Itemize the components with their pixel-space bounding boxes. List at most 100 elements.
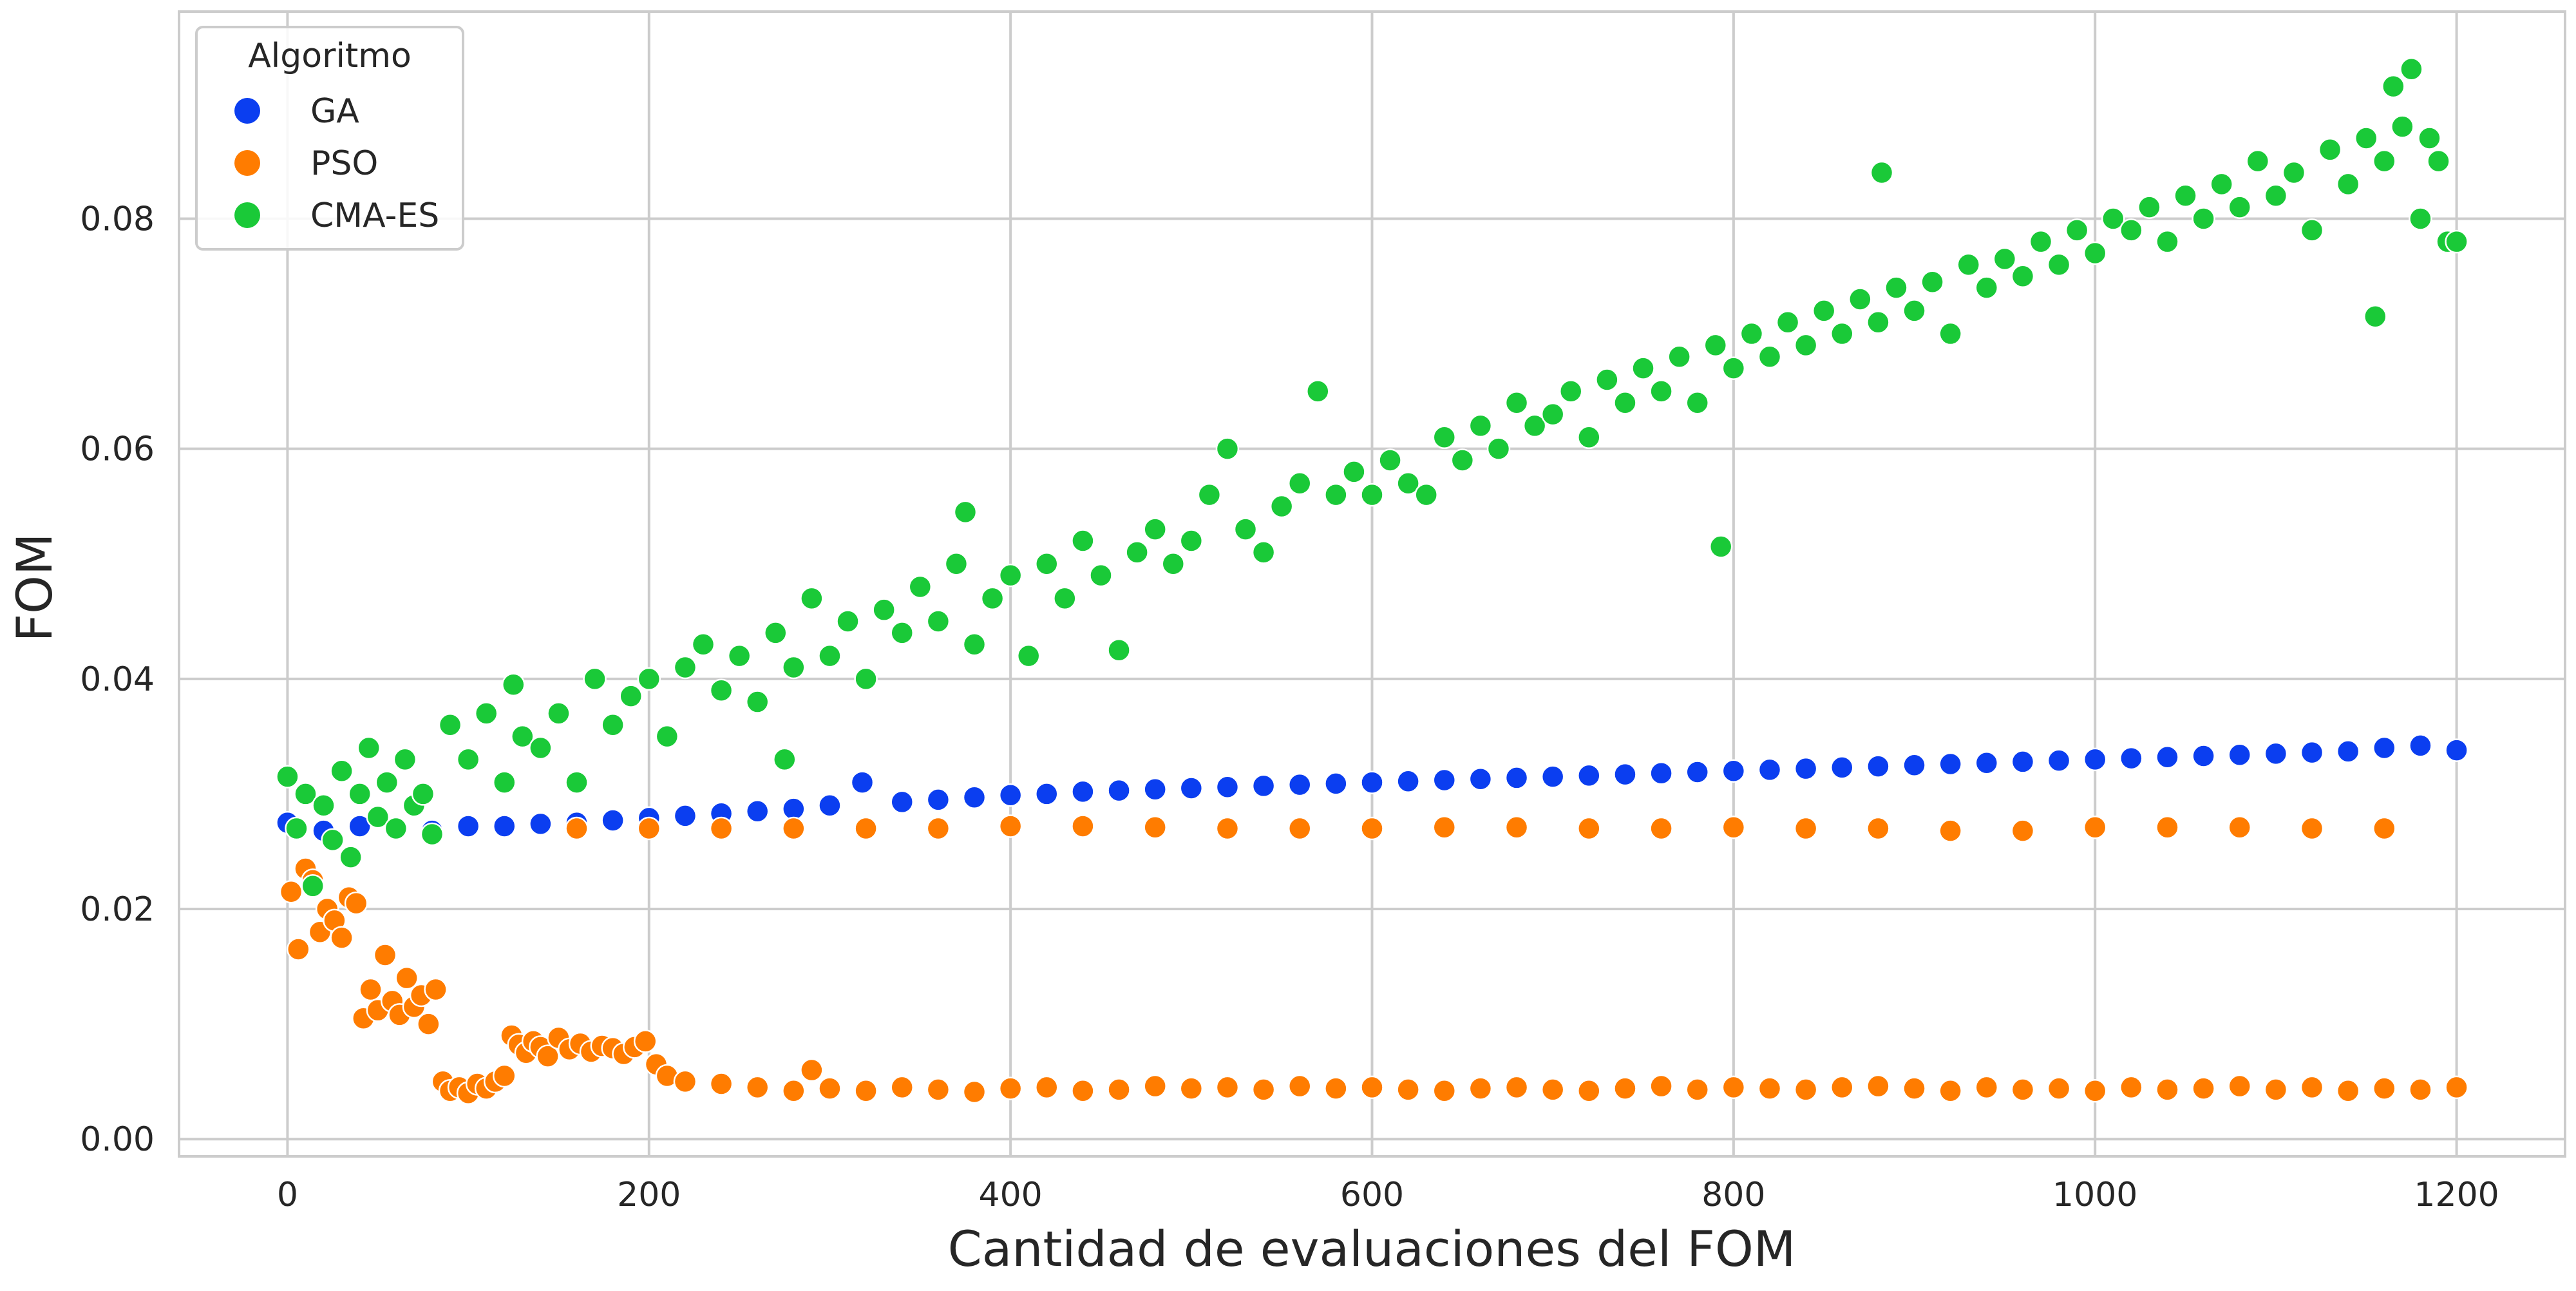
data-point (1468, 1076, 1493, 1100)
data-point (745, 690, 770, 714)
data-point (1649, 761, 1673, 785)
y-tick-label: 0.00 (80, 1120, 155, 1159)
data-point (1396, 1078, 1420, 1102)
data-point (2011, 819, 2035, 843)
data-point (1071, 1078, 1095, 1103)
data-point (1866, 816, 1890, 841)
data-point (357, 736, 381, 760)
data-point (2372, 1076, 2396, 1100)
data-point (1468, 414, 1493, 438)
data-point (998, 783, 1023, 807)
data-point (285, 816, 308, 841)
data-point (502, 673, 526, 697)
data-point (1360, 770, 1384, 794)
data-point (1215, 775, 1240, 799)
data-point (330, 759, 354, 783)
data-point (890, 621, 914, 645)
data-point (1504, 1075, 1529, 1100)
data-point (438, 713, 462, 737)
data-point (1396, 769, 1420, 794)
data-point (1035, 551, 1059, 576)
data-point (1993, 247, 2017, 271)
data-point (2300, 816, 2324, 841)
data-point (998, 814, 1023, 838)
data-point (926, 788, 951, 812)
data-point (2192, 1076, 2215, 1100)
data-point (312, 794, 336, 818)
data-point (1035, 782, 1059, 806)
data-point (962, 1080, 987, 1104)
data-point (1866, 754, 1890, 778)
data-point (962, 785, 987, 810)
data-point (1179, 776, 1204, 800)
data-point (2101, 207, 2125, 231)
data-point (2409, 207, 2432, 231)
data-point (1830, 756, 1854, 779)
data-point (2192, 744, 2215, 768)
data-point (1016, 644, 1041, 668)
data-point (782, 1078, 806, 1103)
data-point (1215, 437, 1240, 461)
data-point (2418, 126, 2441, 150)
data-point (1559, 379, 1583, 403)
data-point (2119, 218, 2143, 242)
data-point (547, 702, 571, 725)
data-point (890, 790, 914, 814)
data-point (279, 879, 303, 904)
x-tick-label: 1200 (2414, 1176, 2499, 1214)
data-point (1577, 425, 1601, 450)
data-point (420, 822, 444, 846)
data-point (2445, 738, 2468, 762)
data-point (2300, 740, 2324, 765)
data-point (511, 724, 535, 749)
data-point (2155, 1078, 2179, 1102)
data-point (1414, 483, 1438, 507)
data-point (745, 799, 770, 823)
data-point (709, 1072, 734, 1096)
legend-label-ga: GA (310, 92, 359, 131)
data-point (1360, 1075, 1384, 1100)
data-point (1504, 390, 1529, 415)
data-point (2047, 1076, 2071, 1100)
data-point (2445, 229, 2468, 254)
data-point (1251, 1078, 1276, 1102)
x-tick-label: 400 (979, 1176, 1043, 1214)
data-point (1450, 448, 1475, 472)
data-point (1432, 425, 1457, 450)
data-point (908, 575, 933, 599)
legend-marker-pso (234, 150, 260, 176)
data-point (565, 816, 589, 841)
data-point (800, 1058, 824, 1082)
data-point (2409, 1078, 2432, 1102)
data-point (601, 808, 625, 832)
data-point (944, 551, 969, 576)
data-point (1378, 448, 1402, 472)
data-point (529, 736, 553, 760)
data-point (1667, 345, 1691, 369)
data-point (998, 563, 1023, 588)
data-point (2445, 1075, 2468, 1100)
data-point (2192, 207, 2215, 231)
data-point (1975, 276, 1999, 300)
data-point (1577, 1078, 1601, 1103)
data-point (2119, 746, 2143, 770)
series-pso (279, 814, 2468, 1105)
data-point (637, 667, 661, 691)
data-point (1251, 540, 1276, 564)
data-point (1649, 816, 1673, 841)
data-point (2228, 195, 2252, 219)
data-point (1613, 762, 1637, 787)
data-point (1577, 763, 1601, 788)
data-point (2083, 815, 2107, 839)
y-tick-labels: 0.00 0.02 0.04 0.06 0.08 (80, 200, 155, 1159)
data-point (2264, 1078, 2288, 1102)
data-point (1287, 471, 1312, 495)
data-point (655, 724, 679, 749)
data-point (492, 1064, 516, 1088)
data-point (1215, 1075, 1240, 1100)
data-point (1197, 483, 1222, 507)
data-point (2083, 1078, 2107, 1103)
data-point (1938, 819, 1962, 843)
data-point (321, 828, 345, 852)
